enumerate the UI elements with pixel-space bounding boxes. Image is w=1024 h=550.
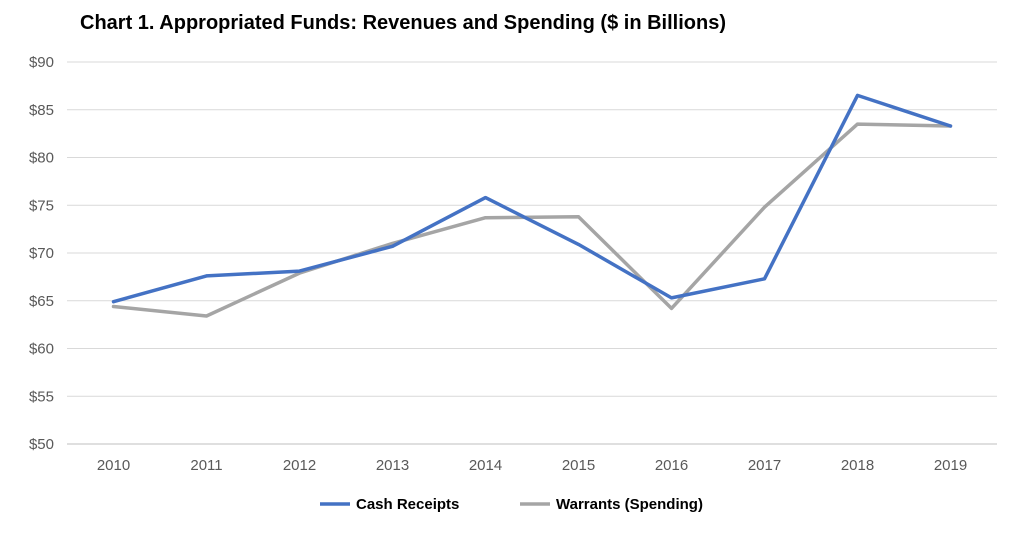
data-point [205, 314, 208, 318]
data-point [856, 93, 859, 97]
data-point [763, 277, 766, 281]
x-tick-label: 2012 [283, 457, 316, 474]
legend-label: Warrants (Spending) [556, 496, 703, 513]
legend: Cash Receipts Warrants (Spending) [320, 496, 703, 513]
data-point [112, 304, 115, 308]
data-point [484, 196, 487, 200]
data-point [391, 244, 394, 248]
legend-label: Cash Receipts [356, 496, 459, 513]
y-tick-label: $90 [29, 54, 54, 71]
data-point [577, 242, 580, 246]
data-point [112, 300, 115, 304]
data-point [205, 274, 208, 278]
x-tick-label: 2015 [562, 457, 595, 474]
y-tick-label: $50 [29, 436, 54, 453]
series-line [111, 93, 953, 304]
gridlines [67, 61, 997, 445]
y-tick-label: $60 [29, 341, 54, 358]
data-point [949, 124, 952, 128]
series-line [111, 122, 953, 318]
x-tick-label: 2011 [190, 457, 222, 474]
y-tick-label: $70 [29, 245, 54, 262]
chart-title: Chart 1. Appropriated Funds: Revenues an… [80, 12, 726, 34]
x-tick-label: 2017 [748, 457, 781, 474]
x-tick-label: 2013 [376, 457, 409, 474]
data-point [670, 306, 673, 310]
y-tick-label: $55 [29, 388, 54, 405]
data-point [577, 215, 580, 219]
x-axis-tick-labels: 2010 2011 2012 2013 2014 2015 2016 2017 2018 2019 [97, 457, 967, 474]
data-point [484, 216, 487, 220]
data-point [298, 269, 301, 273]
series-lines [111, 93, 953, 318]
data-point [856, 122, 859, 126]
x-tick-label: 2019 [934, 457, 967, 474]
y-tick-label: $80 [29, 150, 54, 167]
x-tick-label: 2016 [655, 457, 688, 474]
y-axis-tick-labels: $50 $55 $60 $65 $70 $75 $80 $85 $90 [29, 54, 54, 453]
x-tick-label: 2018 [841, 457, 874, 474]
data-point [670, 296, 673, 300]
x-tick-label: 2010 [97, 457, 130, 474]
x-tick-label: 2014 [469, 457, 502, 474]
y-tick-label: $75 [29, 197, 54, 214]
y-tick-label: $85 [29, 102, 54, 119]
y-tick-label: $65 [29, 293, 54, 310]
data-point [763, 205, 766, 209]
